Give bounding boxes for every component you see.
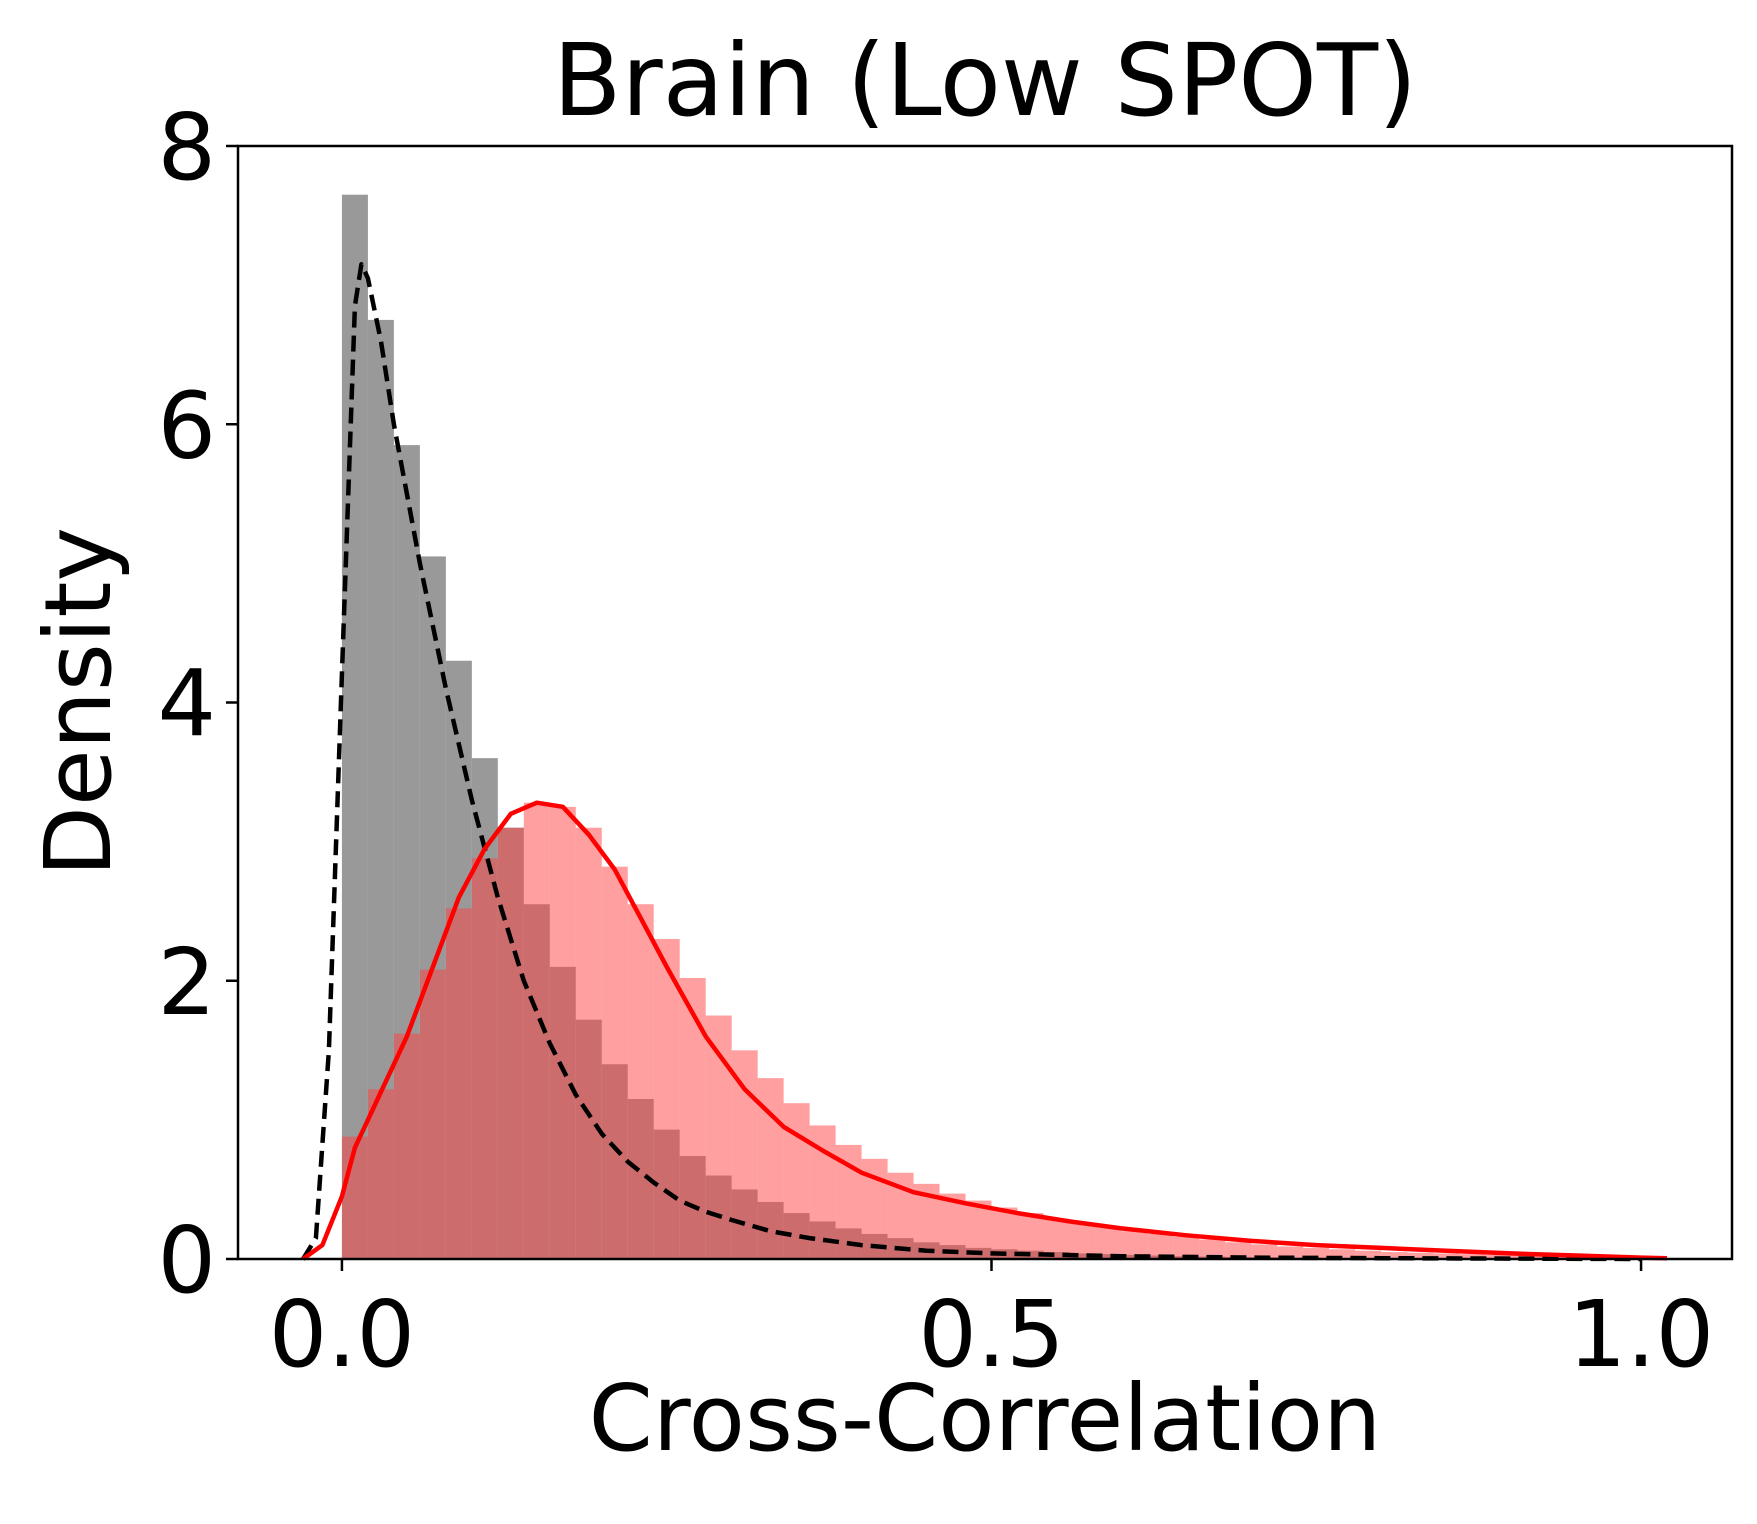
histogram-bar	[471, 858, 498, 1259]
kde-curve-dashed	[301, 262, 1642, 1262]
histogram-bar	[445, 908, 472, 1259]
x-tick-label: 0.0	[269, 1281, 415, 1388]
histogram-bar	[1017, 1213, 1044, 1259]
y-tick-label: 6	[157, 372, 216, 479]
y-tick-label: 4	[157, 651, 216, 758]
histogram-bar	[1407, 1252, 1434, 1259]
chart-title: Brain (Low SPOT)	[553, 22, 1417, 139]
histogram-bar	[341, 194, 368, 1260]
histogram-bar	[679, 977, 706, 1259]
histogram-bar	[601, 866, 628, 1259]
histogram-bar	[965, 1200, 992, 1259]
histogram-bar	[653, 939, 680, 1259]
x-axis: 0.0 0.5 1.0	[269, 1259, 1714, 1388]
plot-area	[301, 194, 1668, 1262]
histogram-bar	[1225, 1242, 1252, 1259]
histogram-bar	[1303, 1247, 1330, 1259]
y-tick-label: 0	[157, 1207, 216, 1314]
x-axis-label: Cross-Correlation	[589, 1365, 1382, 1472]
histogram-bar	[1355, 1250, 1382, 1259]
histogram-bar	[575, 827, 602, 1259]
histogram-bar	[1329, 1249, 1356, 1259]
y-tick-label: 8	[157, 94, 216, 201]
y-axis-label: Density	[25, 527, 132, 877]
histogram-bar	[627, 904, 654, 1259]
histogram-bar	[1381, 1252, 1408, 1259]
histogram-bar	[1251, 1244, 1278, 1259]
x-tick-label: 0.5	[918, 1281, 1064, 1388]
histogram-bar	[1173, 1236, 1200, 1259]
y-axis: 0 2 4 6 8	[157, 94, 238, 1314]
histogram-bar	[419, 969, 446, 1259]
histogram-bar	[549, 806, 576, 1259]
histogram-bar	[341, 1136, 368, 1259]
histogram-bar	[393, 1033, 420, 1259]
histogram-bar	[991, 1207, 1018, 1259]
histogram-bar	[1433, 1253, 1460, 1259]
histogram-bar	[497, 827, 524, 1259]
kde-curve-solid	[301, 800, 1668, 1261]
x-tick-label: 1.0	[1568, 1281, 1714, 1388]
histogram-bar	[1043, 1218, 1070, 1259]
histogram-bar	[367, 1089, 394, 1259]
histogram-bar	[1199, 1239, 1226, 1259]
y-tick-label: 2	[157, 929, 216, 1036]
